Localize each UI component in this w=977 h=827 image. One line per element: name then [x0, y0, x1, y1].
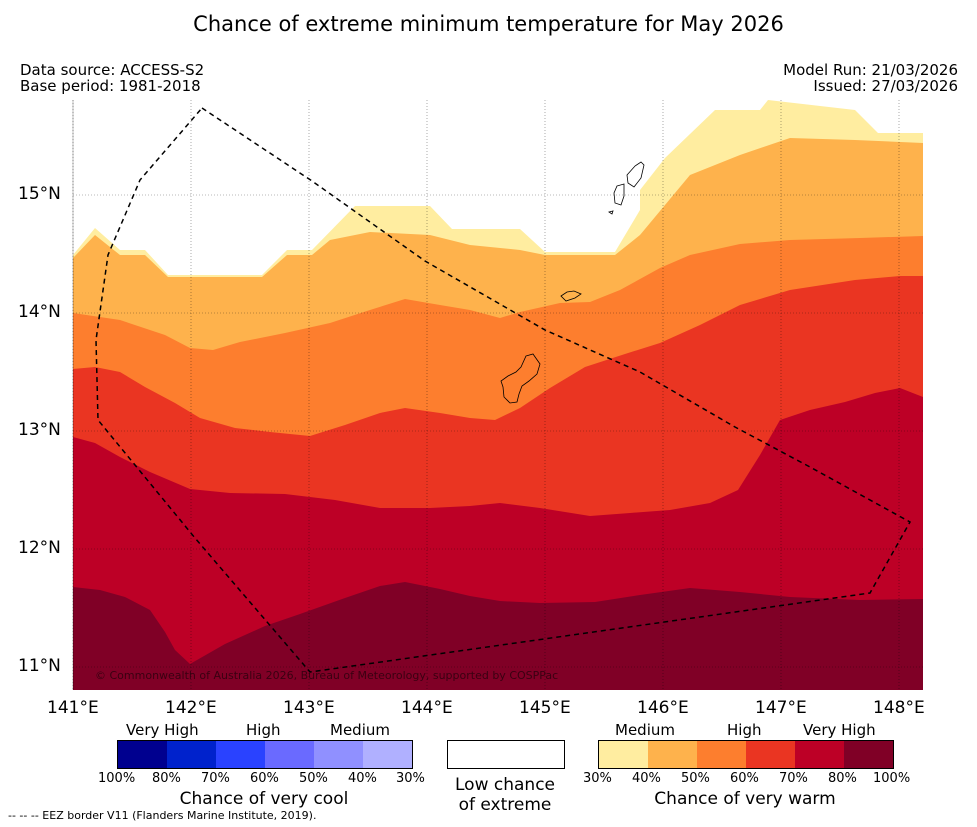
lon-label: 147°E [755, 698, 807, 718]
lon-label: 148°E [873, 698, 925, 718]
issued-date: Issued: 27/03/2026 [813, 77, 958, 95]
low-chance-label-1: Low chance [455, 775, 555, 795]
eez-border [95, 107, 912, 673]
base-period: Base period: 1981-2018 [20, 77, 201, 95]
warm-tick: 60% [730, 771, 759, 786]
band-80-100 [73, 582, 923, 690]
lon-label: 144°E [401, 698, 453, 718]
warm-swatch [648, 741, 697, 768]
warm-swatch [795, 741, 844, 768]
warm-swatch [746, 741, 795, 768]
lon-label: 145°E [519, 698, 571, 718]
lon-label: 143°E [283, 698, 335, 718]
warm-colorbar [598, 740, 894, 769]
cool-tick: 100% [98, 771, 136, 786]
warm-tick: 80% [828, 771, 857, 786]
graticule [72, 100, 923, 690]
tinian-island [613, 183, 625, 206]
warm-tick: 50% [681, 771, 710, 786]
lon-label: 141°E [47, 698, 99, 718]
low-chance-swatch [447, 740, 565, 769]
cool-swatch [167, 741, 216, 768]
lat-label: 11°N [18, 656, 61, 676]
eez-footnote: -- -- -- EEZ border V11 (Flanders Marine… [8, 809, 317, 822]
aguijan-island [608, 210, 614, 215]
guam-island [500, 353, 541, 404]
lat-label: 12°N [18, 538, 61, 558]
cool-swatch [314, 741, 363, 768]
lat-label: 15°N [18, 184, 61, 204]
data-source: Data source: ACCESS-S2 [20, 61, 205, 79]
forecast-map [72, 100, 923, 690]
warm-tick: 100% [873, 771, 911, 786]
warm-swatch [844, 741, 893, 768]
warm-tick: 40% [632, 771, 661, 786]
warm-level-label: High [727, 721, 762, 739]
cool-tick: 80% [152, 771, 181, 786]
cool-tick: 60% [250, 771, 279, 786]
map-title: Chance of extreme minimum temperature fo… [193, 12, 784, 36]
warm-swatch [599, 741, 648, 768]
warm-caption: Chance of very warm [654, 789, 836, 809]
warm-level-label: Medium [615, 721, 675, 739]
lat-label: 13°N [18, 420, 61, 440]
warm-tick: 30% [583, 771, 612, 786]
lon-label: 146°E [637, 698, 689, 718]
copyright-notice: © Commonwealth of Australia 2026, Bureau… [95, 669, 559, 682]
model-run: Model Run: 21/03/2026 [783, 61, 958, 79]
cool-swatch [265, 741, 314, 768]
cool-tick: 50% [299, 771, 328, 786]
cool-level-label: Medium [330, 721, 390, 739]
low-chance-label-2: of extreme [458, 795, 552, 815]
lat-label: 14°N [18, 302, 61, 322]
warm-level-label: Very High [803, 721, 876, 739]
cool-tick: 40% [348, 771, 377, 786]
cool-tick: 70% [201, 771, 230, 786]
cool-caption: Chance of very cool [179, 789, 349, 809]
cool-level-label: High [246, 721, 281, 739]
cool-tick: 30% [396, 771, 425, 786]
warm-tick: 70% [779, 771, 808, 786]
cool-colorbar [117, 740, 413, 769]
cool-level-label: Very High [126, 721, 199, 739]
saipan-island [626, 161, 645, 188]
cool-swatch [118, 741, 167, 768]
warm-swatch [697, 741, 746, 768]
rota-island [560, 290, 582, 302]
lon-label: 142°E [165, 698, 217, 718]
cool-swatch [363, 741, 412, 768]
cool-swatch [216, 741, 265, 768]
